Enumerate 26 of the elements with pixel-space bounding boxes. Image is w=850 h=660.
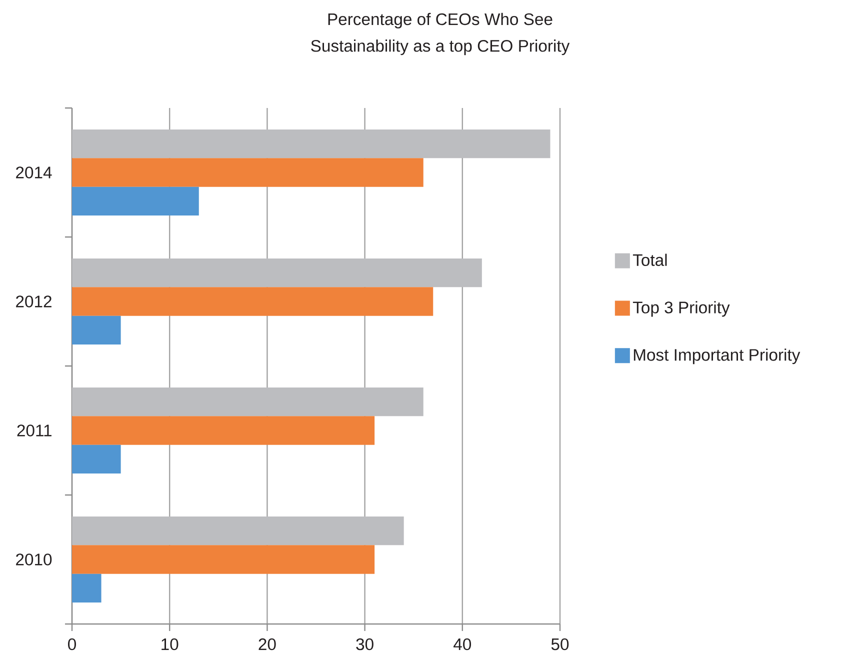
y-tick-label: 2014: [16, 166, 52, 178]
x-tick-label: 10: [162, 638, 178, 650]
bar: [72, 129, 550, 158]
bar: [72, 387, 424, 416]
bar: [72, 186, 199, 216]
bar: [72, 158, 424, 187]
bar: [72, 316, 121, 344]
x-tick-label: 20: [258, 638, 276, 650]
bar: [72, 545, 375, 574]
y-tick-label: 2011: [17, 424, 52, 436]
chart-title: Percentage of CEOs Who See Sustainability as a top CEO Priority: [311, 12, 570, 56]
legend-label: Total: [632, 254, 667, 266]
bar: [72, 287, 434, 316]
x-tick-label: 50: [551, 638, 569, 650]
bar: [72, 516, 404, 546]
bar: [72, 574, 102, 602]
y-tick-label: 2010: [16, 554, 52, 566]
x-tick-label: 0: [68, 638, 76, 650]
bar: [72, 416, 375, 445]
x-tick-label: 40: [454, 638, 472, 650]
legend-label: Most Important Priority: [634, 348, 800, 364]
legend-label: Top 3 Priority: [632, 301, 730, 317]
x-tick-label: 30: [356, 638, 374, 650]
bar: [72, 258, 482, 288]
y-tick-label: 2012: [16, 296, 52, 308]
bar: [72, 444, 121, 474]
